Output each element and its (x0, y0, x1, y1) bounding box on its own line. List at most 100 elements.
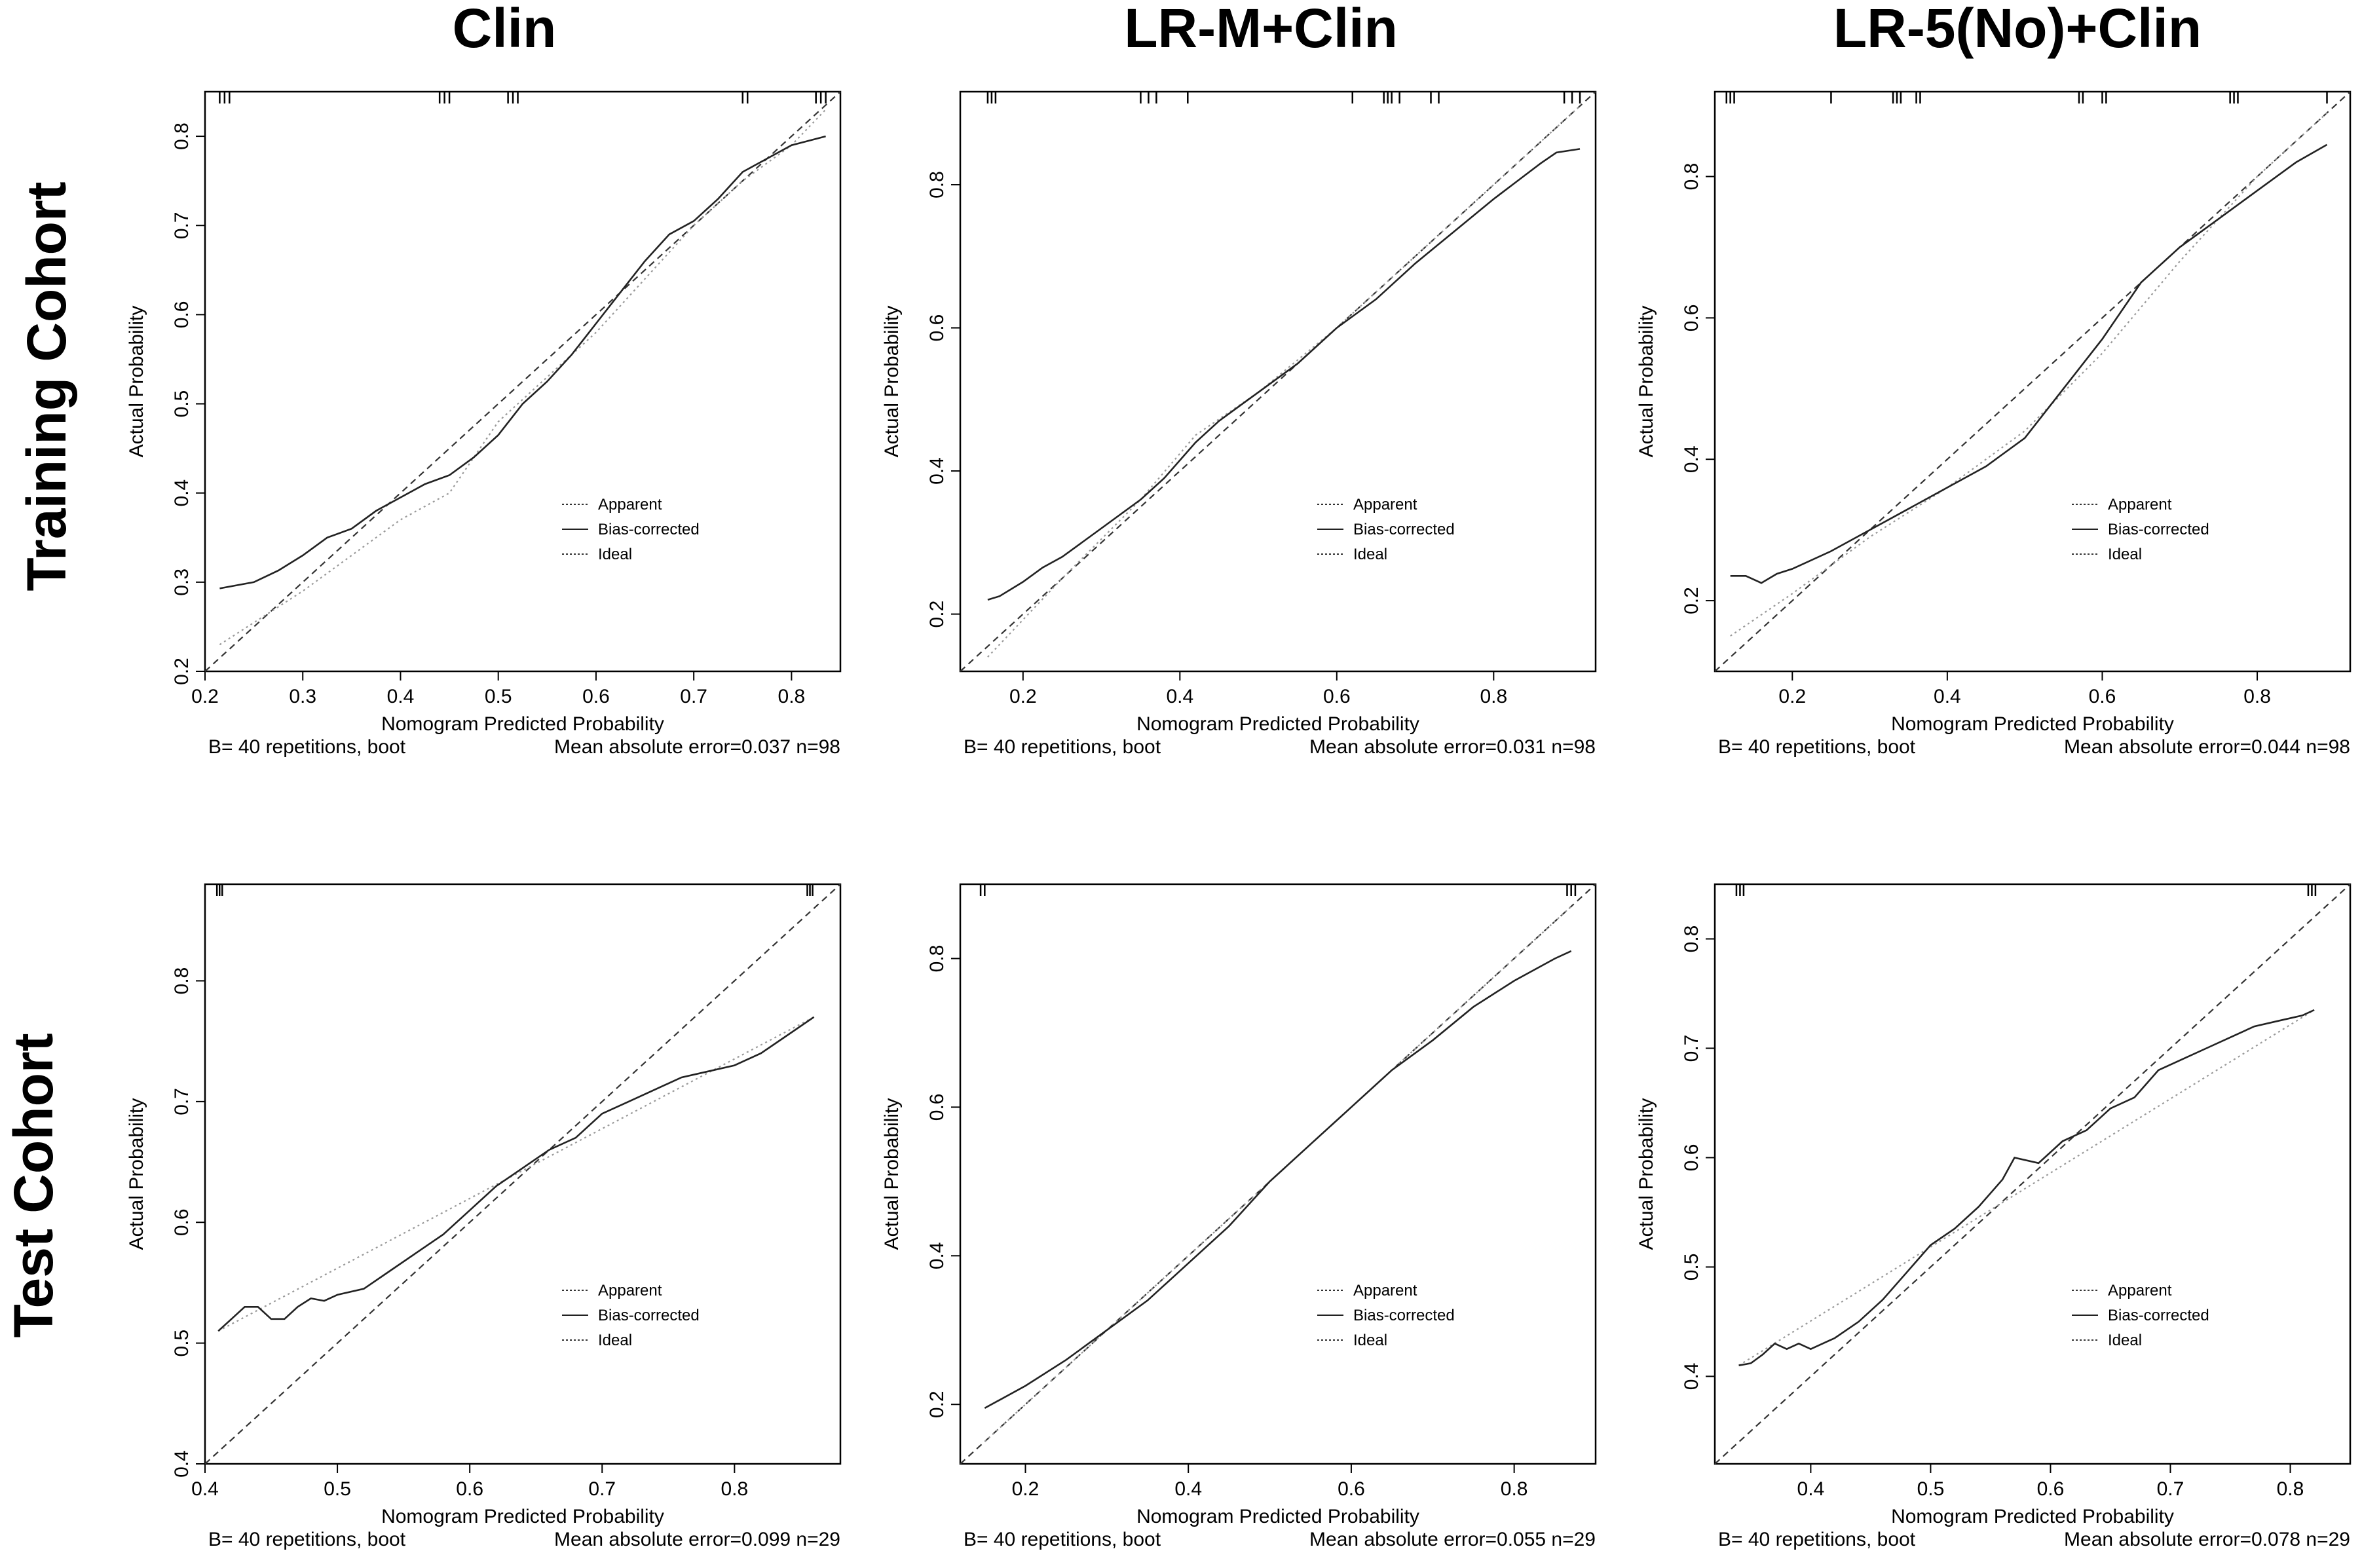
row-title-test: Test Cohort (3, 1033, 64, 1337)
legend-label-apparent: Apparent (1353, 496, 1417, 513)
y-tick-label: 0.2 (926, 1391, 948, 1418)
series-ideal-line (1714, 884, 2351, 1465)
y-tick-label: 0.7 (171, 1088, 193, 1115)
x-axis-label: Nomogram Predicted Probability (381, 713, 664, 735)
legend-label-ideal: Ideal (1353, 546, 1387, 563)
legend-label-ideal: Ideal (2108, 1332, 2142, 1349)
x-tick-label: 0.8 (721, 1478, 748, 1500)
x-axis-label: Nomogram Predicted Probability (1136, 1506, 1419, 1527)
series-bias-corrected-line (984, 950, 1572, 1409)
legend-label-apparent: Apparent (598, 1282, 662, 1299)
y-tick-label: 0.8 (171, 967, 193, 995)
footer-repetitions: B= 40 repetitions, boot (208, 1529, 406, 1550)
y-tick-label: 0.8 (171, 122, 193, 150)
legend-label-ideal: Ideal (2108, 546, 2142, 563)
x-tick-label: 0.2 (191, 686, 219, 707)
plot-frame (1714, 90, 2352, 673)
series-apparent-line (1730, 112, 2328, 637)
y-tick-label: 0.2 (171, 658, 193, 685)
series-bias-corrected-line (219, 135, 826, 589)
x-tick-label: 0.8 (1501, 1478, 1528, 1500)
x-tick-label: 0.2 (1009, 686, 1037, 707)
legend-label-bias-corrected: Bias-corrected (598, 521, 700, 538)
y-tick-label: 0.6 (1681, 1144, 1702, 1172)
plot-frame (959, 883, 1597, 1465)
x-tick-label: 0.3 (289, 686, 316, 707)
footer-repetitions: B= 40 repetitions, boot (1718, 736, 1916, 758)
x-axis-label: Nomogram Predicted Probability (381, 1506, 664, 1527)
y-tick-label: 0.6 (171, 301, 193, 329)
plot-frame (1714, 883, 2352, 1465)
legend-label-bias-corrected: Bias-corrected (598, 1307, 700, 1324)
y-tick-label: 0.7 (171, 212, 193, 239)
x-tick-label: 0.5 (485, 686, 512, 707)
y-tick-label: 0.7 (1681, 1035, 1702, 1062)
y-tick-label: 0.8 (1681, 163, 1702, 191)
footer-repetitions: B= 40 repetitions, boot (208, 736, 406, 758)
y-tick-label: 0.4 (926, 1242, 948, 1269)
x-tick-label: 0.7 (2157, 1478, 2184, 1500)
x-axis-label: Nomogram Predicted Probability (1891, 1506, 2174, 1527)
row-title-training: Training Cohort (16, 181, 77, 591)
legend-label-bias-corrected: Bias-corrected (2108, 521, 2209, 538)
legend-label-apparent: Apparent (1353, 1282, 1417, 1299)
series-apparent-line (1738, 1009, 2315, 1366)
y-axis-label: Actual Probability (1636, 306, 1657, 458)
legend-label-ideal: Ideal (598, 546, 632, 563)
plot-frame (204, 883, 842, 1465)
footer-mean-absolute-error: Mean absolute error=0.037 n=98 (554, 736, 840, 758)
legend-label-bias-corrected: Bias-corrected (1353, 521, 1455, 538)
x-tick-label: 0.8 (1480, 686, 1507, 707)
plot-frame (959, 90, 1597, 673)
calibration-panel-3: 0.2 0.4 0.6 0.8 0.2 0.4 0.6 0.8 Nomogram Predict… (1636, 90, 2352, 758)
x-tick-label: 0.6 (1323, 686, 1351, 707)
legend-label-bias-corrected: Bias-corrected (1353, 1307, 1455, 1324)
footer-mean-absolute-error: Mean absolute error=0.031 n=98 (1309, 736, 1596, 758)
x-axis-label: Nomogram Predicted Probability (1891, 713, 2174, 735)
y-axis-label: Actual Probability (126, 1098, 147, 1250)
y-tick-label: 0.4 (1681, 1363, 1702, 1391)
calibration-panel-5: 0.2 0.4 0.6 0.8 0.2 0.4 0.6 0.8 Nomogram Predict… (881, 883, 1597, 1550)
column-title-clin: Clin (453, 0, 557, 59)
x-tick-label: 0.4 (1934, 686, 1961, 707)
x-tick-label: 0.6 (456, 1478, 483, 1500)
x-tick-label: 0.5 (1917, 1478, 1945, 1500)
legend-label-ideal: Ideal (1353, 1332, 1387, 1349)
calibration-panel-6: 0.4 0.5 0.6 0.7 0.8 0.4 0.5 0.6 0.7 0.8 Nomogram P… (1636, 883, 2352, 1550)
y-tick-label: 0.5 (1681, 1254, 1702, 1281)
x-tick-label: 0.6 (2037, 1478, 2065, 1500)
y-axis-label: Actual Probability (881, 1098, 903, 1250)
series-apparent-line (217, 1016, 815, 1332)
y-tick-label: 0.8 (926, 945, 948, 973)
footer-mean-absolute-error: Mean absolute error=0.055 n=29 (1309, 1529, 1596, 1550)
calibration-panel-4: 0.4 0.5 0.6 0.7 0.8 0.4 0.5 0.6 0.7 0.8 Nomogram P… (126, 883, 842, 1550)
y-tick-label: 0.2 (1681, 587, 1702, 614)
y-axis-label: Actual Probability (126, 306, 147, 458)
y-tick-label: 0.4 (171, 479, 193, 507)
series-bias-corrected-line (987, 148, 1581, 601)
footer-mean-absolute-error: Mean absolute error=0.078 n=29 (2064, 1529, 2350, 1550)
series-ideal-line (960, 884, 1596, 1465)
legend-label-apparent: Apparent (598, 496, 662, 513)
x-tick-label: 0.4 (191, 1478, 219, 1500)
y-tick-label: 0.4 (1681, 445, 1702, 473)
y-tick-label: 0.3 (171, 569, 193, 596)
x-tick-label: 0.8 (2277, 1478, 2304, 1500)
x-tick-label: 0.2 (1012, 1478, 1040, 1500)
series-apparent-line (219, 109, 827, 646)
y-tick-label: 0.6 (1681, 305, 1702, 332)
y-tick-label: 0.5 (171, 1330, 193, 1357)
y-tick-label: 0.8 (926, 171, 948, 198)
series-ideal-line (960, 91, 1596, 672)
series-ideal-line (204, 884, 841, 1465)
x-tick-label: 0.2 (1778, 686, 1806, 707)
x-tick-label: 0.8 (778, 686, 806, 707)
y-tick-label: 0.4 (171, 1450, 193, 1478)
x-tick-label: 0.4 (1166, 686, 1193, 707)
x-tick-label: 0.5 (324, 1478, 351, 1500)
x-tick-label: 0.4 (387, 686, 415, 707)
y-tick-label: 0.4 (926, 457, 948, 485)
y-tick-label: 0.5 (171, 390, 193, 418)
legend-label-apparent: Apparent (2108, 496, 2172, 513)
x-tick-label: 0.6 (582, 686, 610, 707)
